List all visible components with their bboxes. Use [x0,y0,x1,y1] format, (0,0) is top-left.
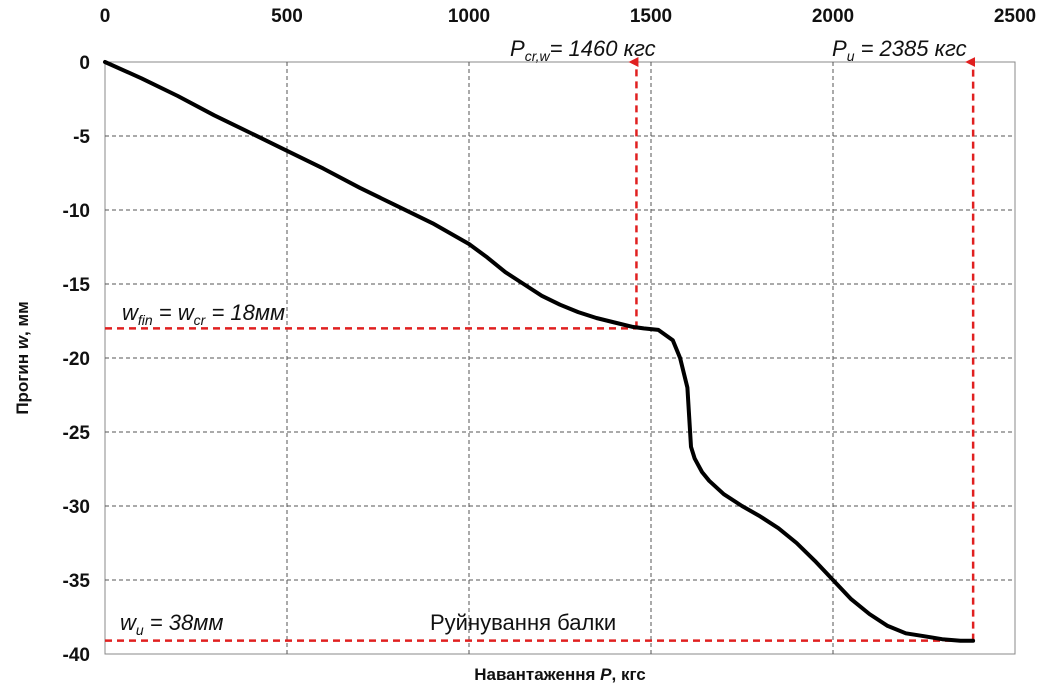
annotation-pcr-rest: = 1460 кгс [550,36,656,61]
x-tick-label: 2000 [812,6,854,27]
x-tick-labels: 0 500 1000 1500 2000 2500 [100,6,1036,27]
annotation-wu-sub: u [136,622,144,638]
y-tick-label: -40 [63,645,90,666]
x-axis-title-symbol: P [600,665,612,684]
annotation-pcr: Pcr,w= 1460 кгс [510,36,656,64]
y-tick-label: 0 [79,53,90,74]
x-tick-label: 500 [271,6,303,27]
annotation-wfin-sub2: cr [194,312,207,328]
x-tick-label: 1500 [630,6,672,27]
y-tick-label: -25 [63,423,91,444]
x-axis-title-part1: Навантаження [474,665,600,684]
annotation-wfin-rest: = 18мм [205,300,285,325]
y-axis-title-symbol: w [13,334,32,349]
y-axis-title-part3: , мм [13,301,32,336]
grid [105,62,1015,654]
annotation-wu: wu = 38мм [120,610,223,638]
annotation-pu-rest: = 2385 кгс [854,36,966,61]
annotation-pcr-sub: cr,w [525,48,551,64]
series-line [103,60,976,643]
x-tick-label: 0 [100,6,111,27]
annotation-wfin-main: w [122,300,140,325]
reference-lines [105,57,976,642]
y-axis-title-part1: Прогин [13,349,32,415]
y-tick-label: -20 [63,349,90,370]
y-tick-label: -5 [73,127,90,148]
y-tick-label: -15 [63,275,91,296]
y-tick-label: -35 [63,571,91,592]
x-axis-title: Навантаження P, кгс [474,665,646,684]
annotation-pu: Pu = 2385 кгс [832,36,967,64]
annotation-pcr-main: P [510,36,525,61]
y-tick-label: -30 [63,497,90,518]
x-tick-label: 2500 [994,6,1036,27]
annotation-wfin: wfin = wcr = 18мм [122,300,285,328]
annotation-failure: Руйнування балки [430,610,616,635]
annotation-wu-rest: = 38мм [144,610,224,635]
x-tick-label: 1000 [448,6,490,27]
y-axis-title: Прогин w, мм [13,301,32,414]
x-axis-title-part3: , кгс [612,665,646,684]
annotation-pu-main: P [832,36,847,61]
y-tick-label: -10 [63,201,90,222]
y-tick-labels: 0 -5 -10 -15 -20 -25 -30 -35 -40 [63,53,91,666]
annotation-wfin-sub1: fin [138,312,153,328]
annotation-wu-main: w [120,610,138,635]
annotation-wfin-mid: = w [153,300,196,325]
annotation-pu-sub: u [847,48,855,64]
